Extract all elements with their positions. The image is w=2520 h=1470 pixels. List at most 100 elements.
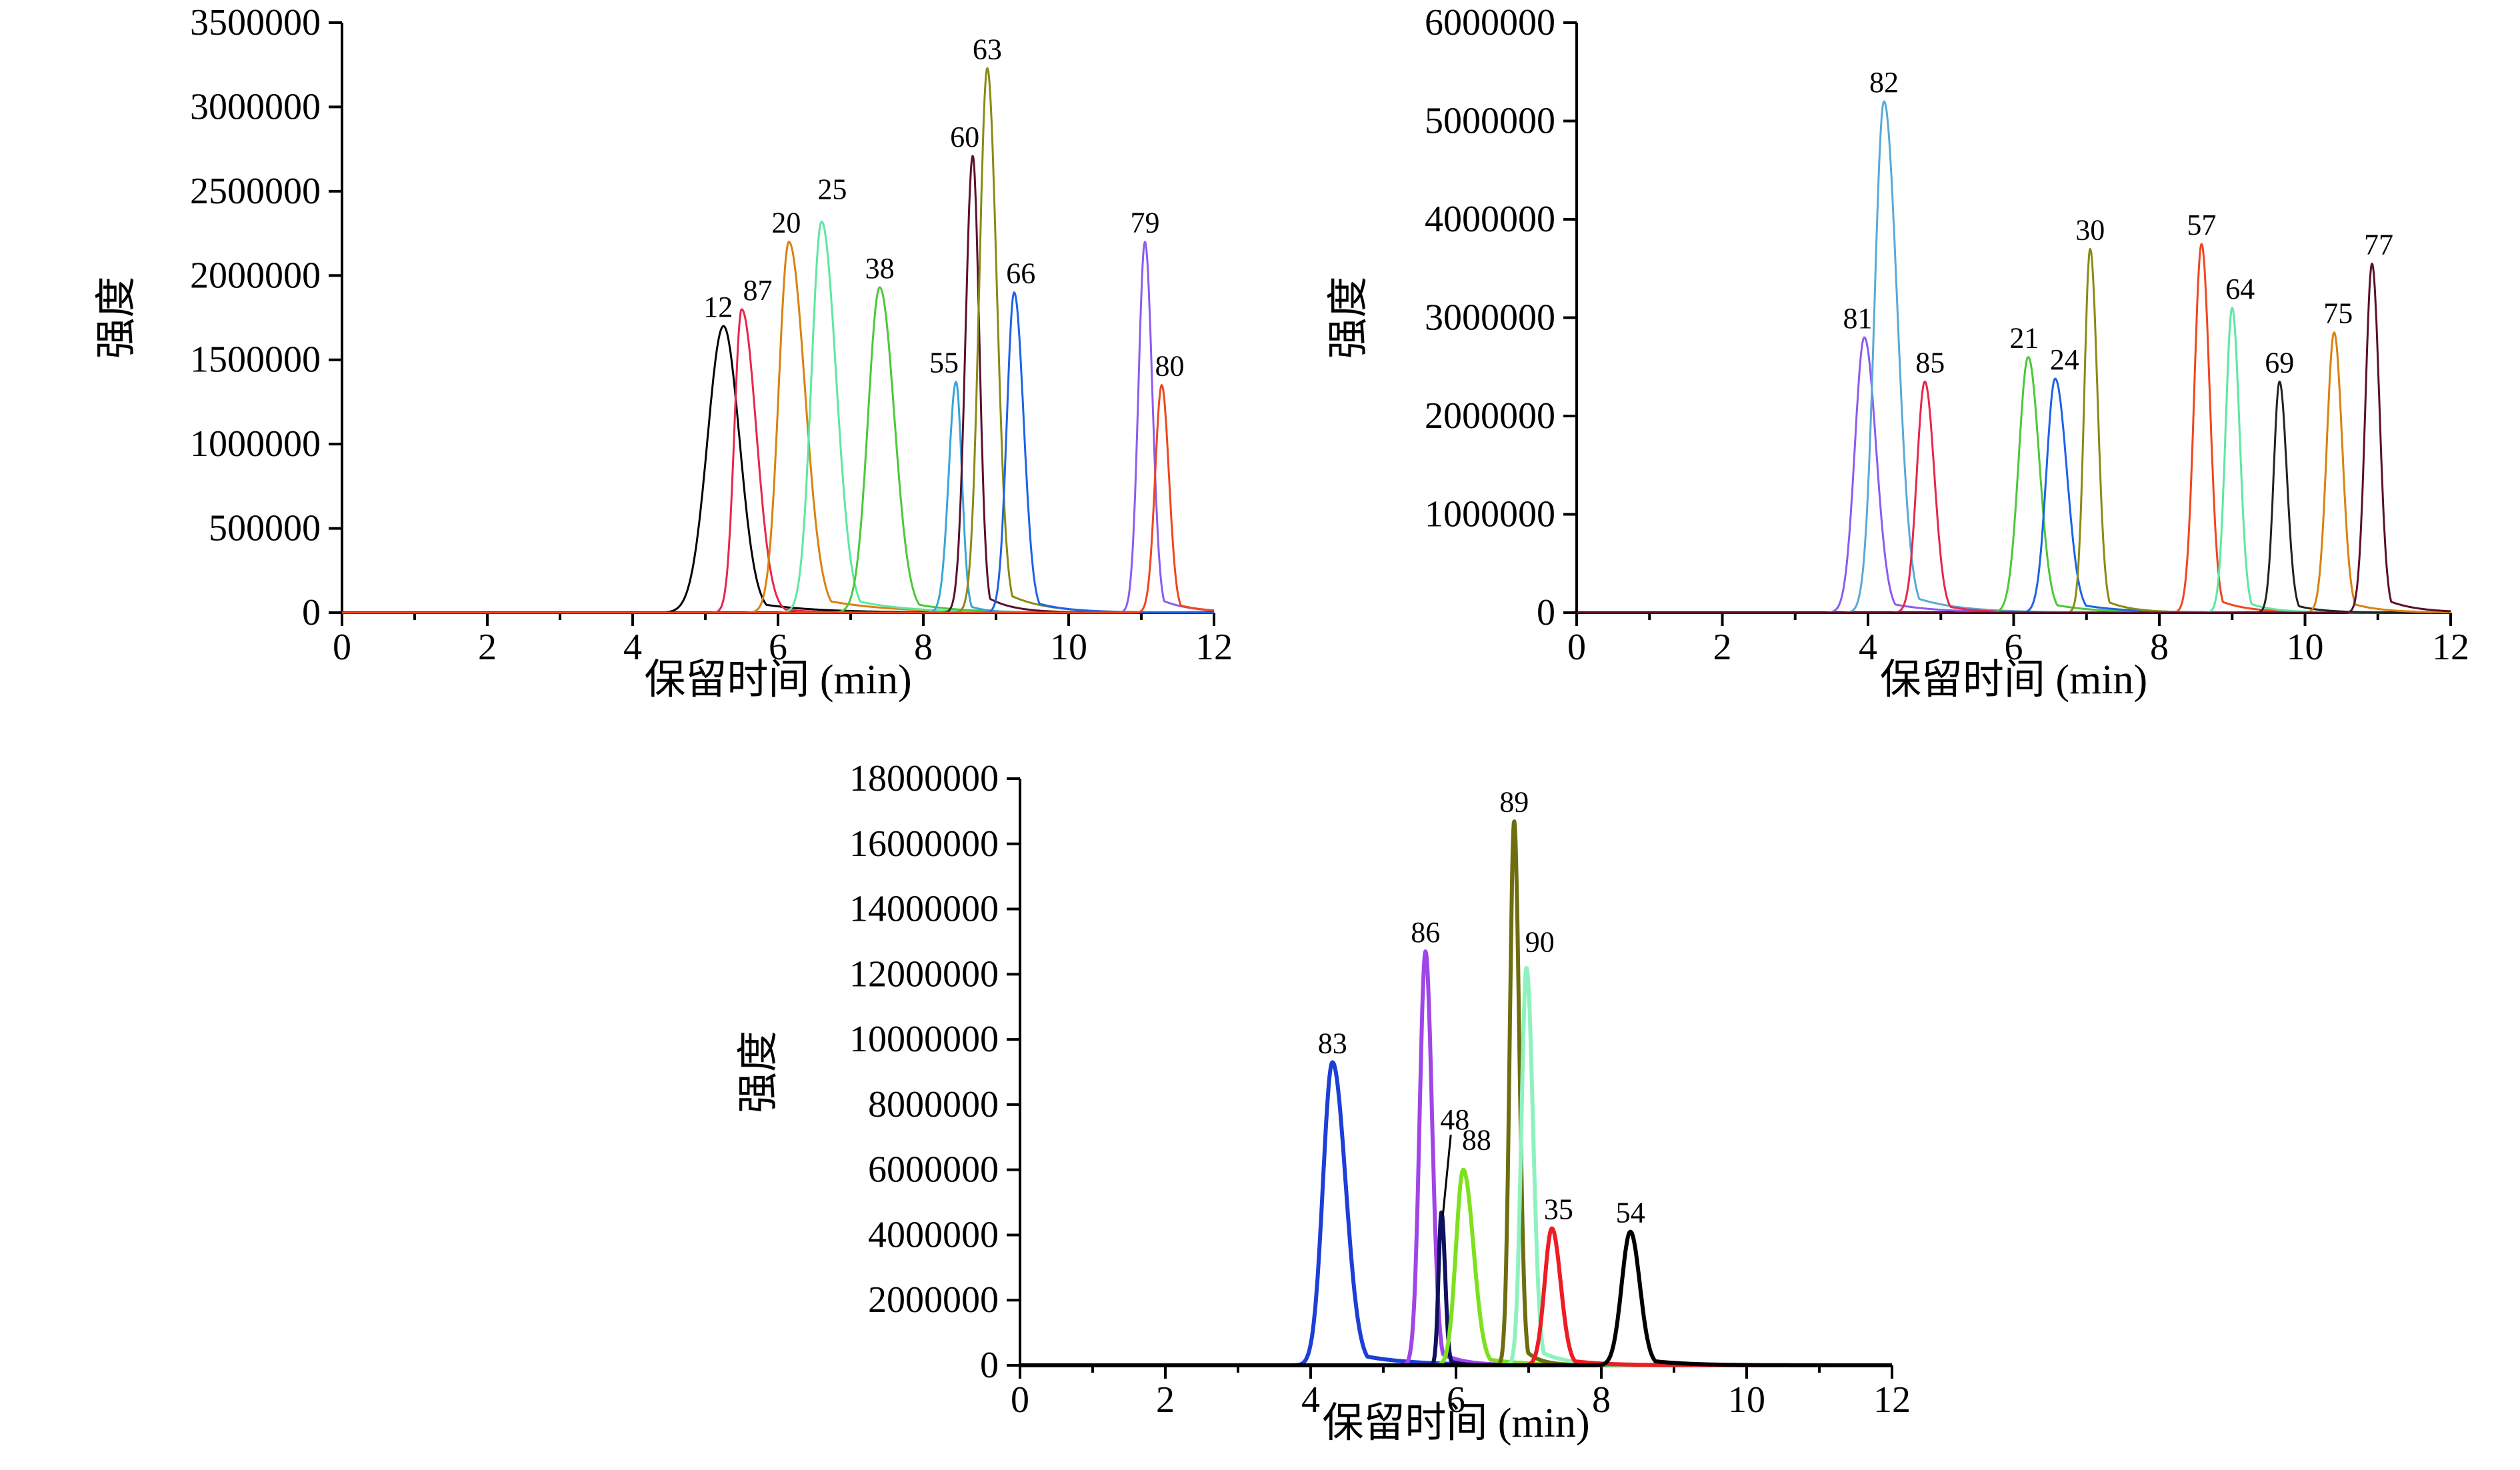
series-line-20 [341, 241, 1215, 614]
y-axis-title: 强度 [736, 1031, 781, 1113]
peak-label-77: 77 [2364, 228, 2393, 261]
peak-label-12: 12 [703, 291, 733, 323]
y-axis-title: 强度 [1326, 276, 1371, 359]
series-line-54 [1018, 1229, 1894, 1367]
series-line-77 [1576, 262, 2451, 614]
y-tick-label: 10000000 [849, 1019, 999, 1060]
x-tick-label: 2 [1156, 1379, 1175, 1421]
series-line-66 [341, 291, 1215, 614]
x-tick-label: 10 [1050, 627, 1087, 668]
peak-label-25: 25 [817, 173, 847, 205]
x-tick-label: 4 [1859, 627, 1877, 668]
panel-top-left: 0 500000 1000000 1500000 2000000 2500000 30000… [94, 2, 1233, 703]
x-tick-label: 8 [1592, 1379, 1611, 1421]
peak-label-90: 90 [1525, 926, 1555, 959]
y-tick-label: 8000000 [868, 1084, 999, 1125]
peak-label-86: 86 [1411, 916, 1440, 949]
y-tick-label: 2000000 [1425, 395, 1555, 437]
x-tick-label: 0 [1011, 1379, 1029, 1421]
y-tick-label: 1500000 [190, 339, 321, 381]
y-tick-label: 4000000 [1425, 199, 1555, 240]
peak-label-54: 54 [1616, 1197, 1645, 1229]
x-tick-label: 12 [2432, 627, 2469, 668]
peak-label-88: 88 [1462, 1124, 1491, 1157]
peak-label-55: 55 [929, 347, 959, 379]
y-tick-label: 1000000 [190, 423, 321, 465]
y-tick-label: 500000 [209, 508, 321, 549]
series-line-12 [341, 325, 1215, 614]
y-tick-label: 14000000 [849, 889, 999, 930]
x-tick-label: 2 [1713, 627, 1732, 668]
series-line-30 [1576, 247, 2451, 614]
peak-label-82: 82 [1869, 66, 1899, 99]
y-tick-label: 3000000 [190, 86, 321, 127]
x-tick-label: 4 [623, 627, 642, 668]
peak-label-87: 87 [743, 274, 773, 307]
y-tick-label: 3000000 [1425, 297, 1555, 339]
peak-label-20: 20 [771, 207, 801, 239]
peak-leader-line [1441, 1135, 1452, 1217]
x-tick-label: 10 [1728, 1379, 1765, 1421]
y-tick-label: 4000000 [868, 1214, 999, 1255]
x-tick-label: 6 [2005, 627, 2023, 668]
peak-label-79: 79 [1130, 207, 1159, 239]
peak-label-48: 48 [1440, 1103, 1469, 1136]
peak-label-63: 63 [973, 33, 1002, 65]
series-line-38 [341, 286, 1215, 614]
panel-top-right: 0 1000000 2000000 3000000 4000000 5000000 6000… [1326, 2, 2469, 703]
peak-label-85: 85 [1915, 346, 1945, 379]
x-tick-label: 2 [478, 627, 497, 668]
series-line-63 [341, 67, 1215, 614]
peak-label-75: 75 [2323, 297, 2353, 330]
panel-bottom: 0200000040000006000000800000010000000120… [736, 758, 1911, 1446]
peak-label-30: 30 [2075, 213, 2105, 246]
x-tick-label: 6 [769, 627, 787, 668]
x-tick-label: 10 [2287, 627, 2324, 668]
series-line-75 [1576, 331, 2451, 614]
series-line-90 [1018, 965, 1894, 1367]
peak-label-64: 64 [2225, 273, 2255, 305]
y-tick-label: 6000000 [868, 1149, 999, 1191]
y-tick-label: 6000000 [1425, 2, 1555, 43]
series-line-86 [1018, 949, 1894, 1367]
series-line-88 [1018, 1167, 1894, 1367]
y-tick-label: 2000000 [190, 255, 321, 296]
y-tick-label: 18000000 [849, 758, 999, 799]
y-tick-label: 0 [980, 1345, 999, 1386]
peak-label-80: 80 [1155, 350, 1185, 383]
peak-label-38: 38 [865, 252, 895, 285]
peak-label-35: 35 [1544, 1193, 1573, 1226]
series-line-57 [1576, 243, 2451, 614]
y-tick-label: 0 [1537, 592, 1555, 633]
x-axis-title: 保留时间 (min) [644, 657, 911, 703]
y-tick-label: 16000000 [849, 823, 999, 865]
x-axis-title: 保留时间 (min) [1880, 657, 2147, 703]
y-tick-label: 1000000 [1425, 494, 1555, 535]
y-tick-label: 0 [302, 592, 321, 633]
series-line-79 [341, 241, 1215, 614]
peak-label-69: 69 [2265, 346, 2294, 379]
peak-label-83: 83 [1318, 1027, 1347, 1059]
x-tick-label: 12 [1195, 627, 1233, 668]
x-tick-label: 8 [914, 627, 933, 668]
peak-label-24: 24 [2050, 343, 2079, 376]
peak-label-60: 60 [950, 121, 979, 153]
x-tick-label: 4 [1301, 1379, 1320, 1421]
x-tick-label: 0 [1567, 627, 1586, 668]
x-axis-title: 保留时间 (min) [1322, 1401, 1589, 1446]
peak-label-21: 21 [2009, 322, 2039, 355]
x-tick-label: 0 [333, 627, 351, 668]
series-line-87 [341, 308, 1215, 614]
series-line-89 [1018, 819, 1894, 1367]
series-line-80 [341, 384, 1215, 614]
y-tick-label: 12000000 [849, 953, 999, 995]
x-tick-label: 8 [2150, 627, 2169, 668]
y-tick-label: 2500000 [190, 171, 321, 212]
peak-label-66: 66 [1006, 257, 1035, 290]
x-tick-label: 12 [1873, 1379, 1911, 1421]
peak-label-89: 89 [1499, 786, 1529, 819]
y-tick-label: 3500000 [190, 2, 321, 43]
y-axis-title: 强度 [94, 276, 139, 359]
y-tick-label: 2000000 [868, 1279, 999, 1321]
